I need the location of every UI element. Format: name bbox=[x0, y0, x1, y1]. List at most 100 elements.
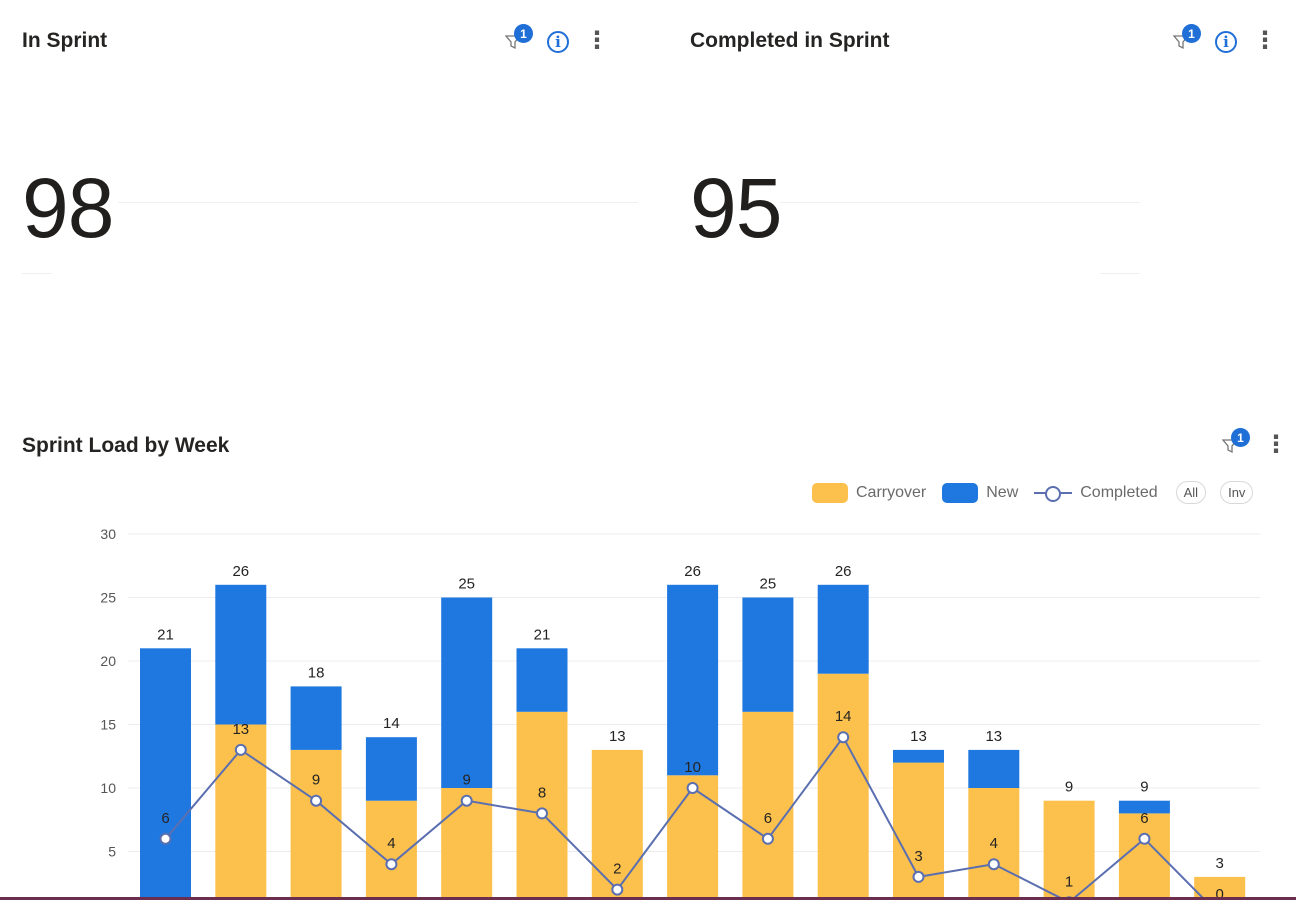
completed-data-label: 6 bbox=[161, 810, 169, 827]
in-sprint-title: In Sprint bbox=[22, 29, 108, 52]
completed-data-label: 1 bbox=[1065, 873, 1073, 890]
completed-data-label: 6 bbox=[764, 810, 772, 827]
bar-new bbox=[893, 749, 944, 763]
divider bbox=[780, 202, 1140, 203]
completed-toolbar: 1 i ⋮ bbox=[1173, 24, 1277, 54]
bar-new bbox=[140, 648, 191, 900]
bar-new bbox=[817, 584, 869, 674]
legend-label: New bbox=[986, 483, 1019, 501]
completed-filter-button[interactable]: 1 bbox=[1173, 24, 1201, 54]
completed-data-label: 3 bbox=[914, 848, 922, 865]
in-sprint-value: 98 bbox=[22, 161, 114, 255]
bar-carryover bbox=[591, 749, 643, 900]
bar-new bbox=[1118, 800, 1170, 814]
y-tick-label: 5 bbox=[108, 844, 116, 860]
bar-carryover bbox=[667, 775, 719, 900]
chart-legend: Carryover New Completed All Inv bbox=[812, 481, 1265, 504]
divider bbox=[1100, 273, 1140, 274]
y-tick-label: 15 bbox=[100, 717, 116, 733]
total-data-label: 21 bbox=[157, 626, 174, 643]
y-tick-label: 10 bbox=[100, 780, 116, 796]
legend-item-new[interactable]: New bbox=[942, 482, 1019, 503]
legend-label: Completed bbox=[1080, 483, 1158, 501]
legend-item-completed[interactable]: Completed bbox=[1034, 483, 1158, 503]
divider bbox=[22, 273, 52, 274]
chart-title: Sprint Load by Week bbox=[22, 434, 230, 457]
completed-point bbox=[837, 731, 850, 744]
y-tick-label: 30 bbox=[100, 526, 116, 542]
bar-new bbox=[215, 584, 267, 725]
completed-data-label: 13 bbox=[232, 721, 249, 738]
bar-carryover bbox=[516, 711, 568, 900]
legend-swatch-carryover bbox=[812, 482, 848, 503]
bar-carryover bbox=[1043, 800, 1095, 900]
completed-point bbox=[385, 858, 398, 871]
bar-carryover bbox=[1194, 876, 1246, 900]
divider bbox=[118, 202, 638, 203]
total-data-label: 21 bbox=[534, 626, 551, 643]
bar-new bbox=[667, 584, 719, 776]
legend-swatch-new bbox=[942, 482, 979, 503]
total-data-label: 9 bbox=[1065, 779, 1073, 796]
legend-item-carryover[interactable]: Carryover bbox=[812, 482, 927, 503]
legend-swatch-completed bbox=[1034, 483, 1073, 503]
total-data-label: 26 bbox=[684, 563, 701, 580]
bar-carryover bbox=[817, 673, 869, 900]
completed-title: Completed in Sprint bbox=[690, 29, 890, 52]
completed-data-label: 9 bbox=[312, 772, 320, 789]
completed-point bbox=[460, 794, 473, 807]
completed-point bbox=[159, 832, 172, 845]
completed-data-label: 9 bbox=[463, 772, 471, 789]
completed-point bbox=[912, 870, 925, 883]
filter-count-badge: 1 bbox=[514, 24, 533, 43]
total-data-label: 3 bbox=[1216, 855, 1224, 872]
completed-value: 95 bbox=[690, 161, 782, 255]
info-icon[interactable]: i bbox=[1215, 31, 1237, 53]
completed-data-label: 10 bbox=[684, 759, 701, 776]
total-data-label: 13 bbox=[609, 728, 626, 745]
completed-point bbox=[987, 858, 1000, 871]
bar-carryover bbox=[290, 749, 342, 900]
legend-invert-button[interactable]: Inv bbox=[1220, 481, 1254, 504]
completed-data-label: 6 bbox=[1140, 810, 1148, 827]
legend-label: Carryover bbox=[856, 483, 927, 501]
total-data-label: 26 bbox=[232, 563, 249, 580]
completed-point bbox=[1138, 832, 1151, 845]
total-data-label: 13 bbox=[910, 728, 927, 745]
filter-count-badge: 1 bbox=[1231, 428, 1250, 447]
total-data-label: 18 bbox=[308, 664, 325, 681]
bar-new bbox=[516, 648, 568, 712]
total-data-label: 25 bbox=[760, 576, 777, 593]
info-icon[interactable]: i bbox=[547, 31, 569, 53]
y-tick-label: 20 bbox=[100, 653, 116, 669]
bar-new bbox=[742, 597, 794, 712]
bar-carryover bbox=[968, 788, 1020, 900]
completed-data-label: 0 bbox=[1216, 886, 1224, 900]
bar-new bbox=[441, 597, 493, 788]
completed-data-label: 14 bbox=[835, 708, 852, 725]
y-tick-label: 25 bbox=[100, 590, 116, 606]
total-data-label: 25 bbox=[458, 576, 475, 593]
completed-point bbox=[686, 782, 699, 794]
total-data-label: 14 bbox=[383, 715, 400, 732]
more-vertical-icon[interactable]: ⋮ bbox=[585, 27, 609, 54]
total-data-label: 13 bbox=[985, 728, 1002, 745]
in-sprint-filter-button[interactable]: 1 bbox=[505, 24, 533, 54]
bar-new bbox=[968, 749, 1020, 788]
completed-point bbox=[234, 743, 247, 756]
more-vertical-icon[interactable]: ⋮ bbox=[1264, 431, 1288, 458]
bar-new bbox=[290, 686, 342, 750]
completed-data-label: 2 bbox=[613, 861, 621, 878]
filter-count-badge: 1 bbox=[1182, 24, 1201, 43]
chart-filter-button[interactable]: 1 bbox=[1222, 428, 1250, 458]
bar-carryover bbox=[742, 711, 794, 900]
completed-point bbox=[310, 794, 323, 807]
completed-data-label: 4 bbox=[990, 835, 998, 852]
more-vertical-icon[interactable]: ⋮ bbox=[1253, 27, 1277, 54]
completed-point bbox=[761, 832, 774, 845]
bar-new bbox=[365, 737, 417, 801]
completed-point bbox=[536, 807, 548, 820]
legend-all-button[interactable]: All bbox=[1175, 481, 1207, 504]
in-sprint-toolbar: 1 i ⋮ bbox=[505, 24, 609, 54]
